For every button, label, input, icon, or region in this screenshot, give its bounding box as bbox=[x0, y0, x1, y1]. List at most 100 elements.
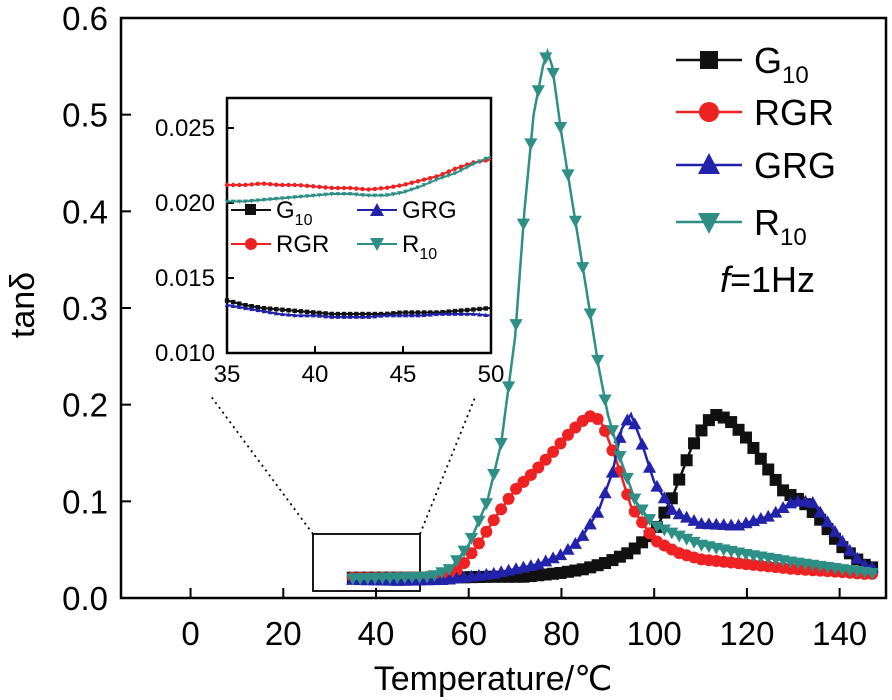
inset-data-point-r10 bbox=[353, 192, 359, 197]
inset-x-tick-label: 35 bbox=[214, 361, 241, 388]
frequency-annotation: f=1Hz bbox=[720, 259, 815, 300]
inset-data-point-grg bbox=[415, 313, 421, 318]
data-point-grg bbox=[680, 510, 694, 523]
data-point-rgr bbox=[636, 516, 649, 529]
y-tick-label: 0.4 bbox=[62, 193, 108, 230]
inset-data-point-grg bbox=[360, 314, 365, 319]
inset-data-point-grg bbox=[273, 310, 279, 316]
data-point-r10 bbox=[628, 493, 642, 506]
inset-data-point-g10 bbox=[421, 310, 427, 315]
data-point-g10 bbox=[754, 452, 767, 465]
data-point-rgr bbox=[547, 445, 560, 458]
inset-data-point-g10 bbox=[415, 310, 421, 315]
legend-entry-rgr: RGR bbox=[676, 92, 834, 133]
data-point-grg bbox=[598, 486, 612, 499]
inset-data-point-grg bbox=[261, 308, 267, 314]
inset-data-point-grg bbox=[397, 313, 402, 318]
data-point-rgr bbox=[643, 527, 656, 540]
data-point-r10 bbox=[457, 545, 471, 558]
y-tick-label: 0.1 bbox=[62, 483, 108, 520]
inset-data-point-r10 bbox=[335, 192, 341, 197]
data-point-grg bbox=[850, 551, 864, 564]
inset-legend-marker-r10 bbox=[370, 238, 384, 251]
inset-legend: G10 RGR GRG R10 bbox=[231, 197, 457, 263]
inset-data-point-g10 bbox=[311, 310, 316, 315]
inset-data-point-grg bbox=[298, 313, 304, 318]
inset-data-point-rgr bbox=[280, 182, 285, 188]
data-point-g10 bbox=[739, 431, 752, 444]
inset-data-point-grg bbox=[316, 313, 322, 318]
inset-data-point-g10 bbox=[335, 311, 341, 317]
inset-data-point-r10 bbox=[261, 197, 267, 203]
data-point-grg bbox=[769, 505, 783, 518]
inset-legend-marker-rgr bbox=[245, 238, 257, 250]
inset-data-point-r10 bbox=[255, 198, 261, 203]
inset-x-tick-label: 40 bbox=[302, 361, 329, 388]
legend-label-g10: G10 bbox=[754, 40, 809, 89]
inset-data-point-g10 bbox=[292, 308, 297, 313]
inset-data-point-grg bbox=[390, 313, 396, 318]
inset-data-point-r10 bbox=[446, 173, 452, 178]
inset-data-point-r10 bbox=[304, 194, 310, 199]
data-point-g10 bbox=[673, 473, 686, 486]
data-point-rgr bbox=[591, 412, 604, 425]
inset-data-point-r10 bbox=[421, 183, 427, 188]
inset-data-point-r10 bbox=[477, 159, 482, 164]
data-point-r10 bbox=[435, 567, 449, 580]
data-point-rgr bbox=[532, 461, 545, 474]
inset-data-point-g10 bbox=[360, 311, 365, 317]
inset-data-point-r10 bbox=[470, 162, 476, 167]
inset-data-point-grg bbox=[304, 313, 310, 318]
data-point-r10 bbox=[472, 515, 486, 528]
data-point-r10 bbox=[464, 533, 479, 545]
legend-marker-r10 bbox=[698, 213, 720, 234]
inset-data-point-rgr bbox=[372, 186, 378, 192]
inset-data-point-rgr bbox=[286, 182, 291, 188]
inset-data-point-r10 bbox=[372, 193, 378, 198]
inset-data-point-grg bbox=[286, 312, 292, 317]
data-point-r10 bbox=[553, 121, 568, 134]
inset-data-point-g10 bbox=[452, 308, 458, 314]
data-point-rgr bbox=[621, 488, 634, 501]
data-point-g10 bbox=[688, 437, 701, 450]
y-tick-label: 0.5 bbox=[62, 97, 108, 134]
inset-data-point-grg bbox=[323, 313, 328, 319]
inset-data-point-g10 bbox=[348, 311, 353, 317]
inset-data-point-r10 bbox=[403, 189, 409, 195]
data-point-grg bbox=[546, 551, 560, 564]
data-point-r10 bbox=[598, 394, 612, 407]
inset-data-point-r10 bbox=[224, 199, 230, 204]
data-point-r10 bbox=[583, 308, 597, 321]
inset-data-point-grg bbox=[353, 314, 359, 319]
x-tick-label: 40 bbox=[358, 615, 395, 652]
inset-data-point-r10 bbox=[360, 193, 365, 198]
data-point-rgr bbox=[458, 556, 471, 569]
inset-data-point-r10 bbox=[427, 180, 433, 185]
inset-data-point-rgr bbox=[403, 182, 408, 187]
inset-legend-label-grg: GRG bbox=[402, 197, 457, 224]
data-point-g10 bbox=[762, 463, 775, 476]
inset-data-point-grg bbox=[292, 312, 298, 318]
data-point-rgr bbox=[495, 503, 508, 516]
inset-data-point-g10 bbox=[458, 308, 464, 313]
inset-data-point-g10 bbox=[286, 308, 291, 313]
data-point-r10 bbox=[665, 527, 679, 540]
data-point-grg bbox=[613, 430, 627, 443]
data-point-grg bbox=[539, 554, 553, 567]
data-point-r10 bbox=[516, 218, 531, 231]
x-tick-label: 60 bbox=[450, 615, 487, 652]
data-point-grg bbox=[813, 505, 827, 518]
inset-data-point-rgr bbox=[391, 184, 396, 189]
legend-marker-grg bbox=[698, 153, 720, 174]
inset-data-point-rgr bbox=[378, 186, 384, 191]
inset-data-point-g10 bbox=[471, 307, 476, 312]
data-point-grg bbox=[561, 542, 575, 555]
inset-data-point-rgr bbox=[317, 184, 322, 190]
data-point-grg bbox=[687, 514, 701, 526]
legend-entry-grg: GRG bbox=[676, 145, 836, 186]
inset-data-point-rgr bbox=[348, 185, 353, 191]
data-point-grg bbox=[843, 544, 857, 556]
inset-legend-entry-g10: G10 bbox=[231, 197, 313, 229]
inset-data-point-r10 bbox=[292, 195, 298, 200]
data-point-grg bbox=[776, 501, 790, 513]
